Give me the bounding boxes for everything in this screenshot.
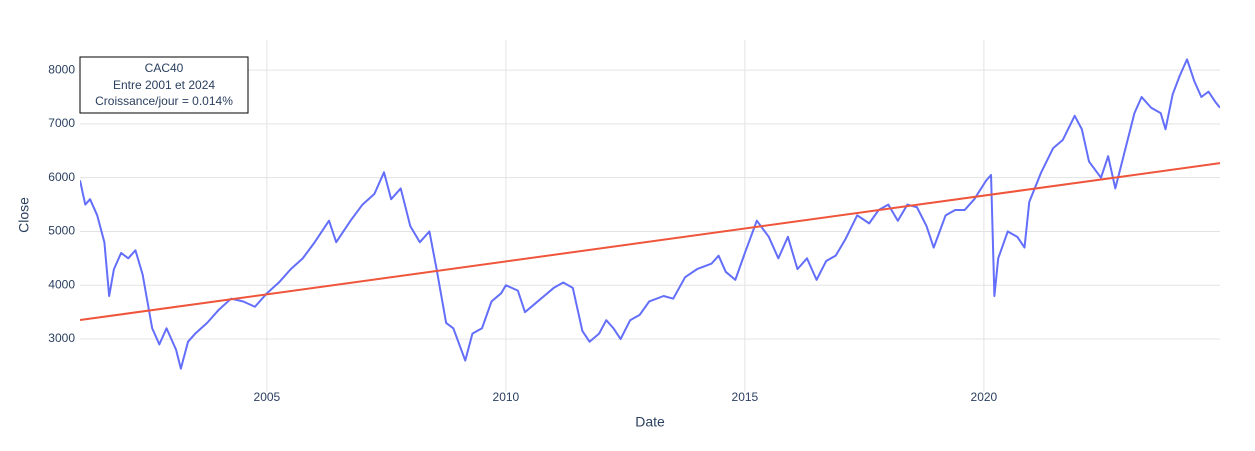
x-tick-label: 2020 — [971, 390, 998, 404]
x-axis-title: Date — [635, 414, 665, 430]
y-tick-label: 5000 — [48, 224, 75, 238]
annotation-line: Entre 2001 et 2024 — [113, 78, 215, 92]
x-tick-label: 2010 — [493, 390, 520, 404]
series-line — [80, 162, 1220, 322]
x-tick-label: 2015 — [732, 390, 759, 404]
annotation-box — [79, 56, 249, 114]
y-tick-label: 8000 — [48, 62, 75, 76]
y-tick-label: 7000 — [48, 116, 75, 130]
y-axis-title: Close — [16, 197, 32, 233]
annotation-line: CAC40 — [145, 61, 184, 75]
y-tick-label: 3000 — [48, 331, 75, 345]
y-tick-label: 6000 — [48, 170, 75, 184]
x-tick-label: 2005 — [254, 390, 281, 404]
annotation-line: Croissance/jour = 0.014% — [95, 94, 233, 108]
y-tick-label: 4000 — [48, 277, 75, 291]
